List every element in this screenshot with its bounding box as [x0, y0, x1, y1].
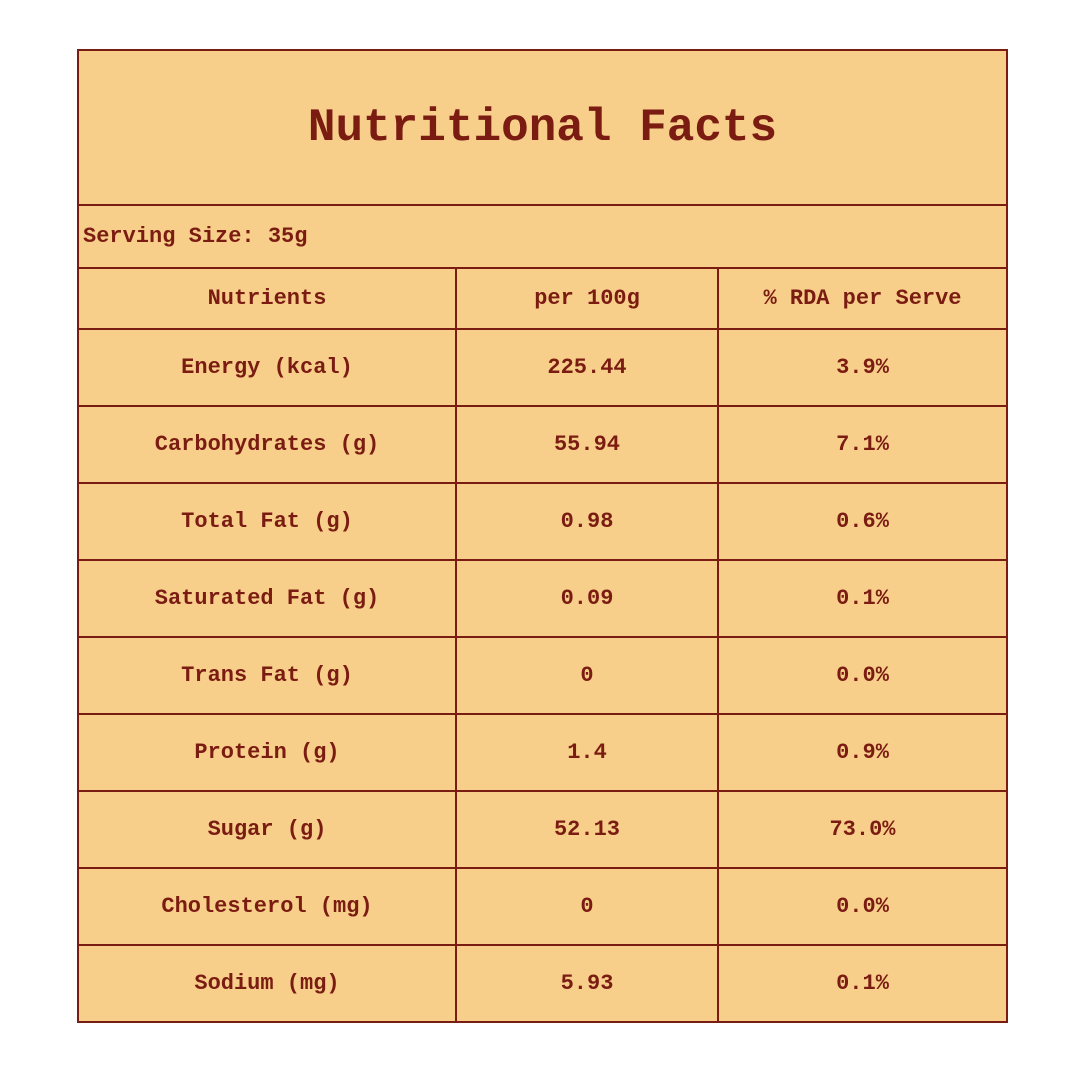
- table-cell: 55.94: [455, 405, 719, 484]
- table-cell: Carbohydrates (g): [77, 405, 457, 484]
- table-cell: 0.98: [455, 482, 719, 561]
- table-cell: Saturated Fat (g): [77, 559, 457, 638]
- table-cell: Total Fat (g): [77, 482, 457, 561]
- nutrient-row: Sodium (mg) 5.93 0.1%: [77, 944, 1008, 1023]
- nutrient-row: Total Fat (g) 0.98 0.6%: [77, 482, 1008, 561]
- table-cell: 0: [455, 636, 719, 715]
- table-cell: Cholesterol (mg): [77, 867, 457, 946]
- nutrient-row: Protein (g) 1.4 0.9%: [77, 713, 1008, 792]
- table-cell: Protein (g): [77, 713, 457, 792]
- nutrition-table: Nutritional Facts Serving Size: 35g Nutr…: [77, 49, 1008, 1023]
- table-title: Nutritional Facts: [77, 49, 1008, 206]
- nutrient-row: Saturated Fat (g) 0.09 0.1%: [77, 559, 1008, 638]
- table-cell: 52.13: [455, 790, 719, 869]
- table-cell: Energy (kcal): [77, 328, 457, 407]
- table-cell: 5.93: [455, 944, 719, 1023]
- nutrient-row: Cholesterol (mg) 0 0.0%: [77, 867, 1008, 946]
- header-cell: per 100g: [455, 267, 719, 330]
- table-cell: 0.6%: [717, 482, 1008, 561]
- nutrient-row: Carbohydrates (g) 55.94 7.1%: [77, 405, 1008, 484]
- table-cell: 0.1%: [717, 559, 1008, 638]
- header-row: Nutrients per 100g% RDA per Serve: [77, 267, 1008, 330]
- table-cell: 0.1%: [717, 944, 1008, 1023]
- table-cell: 73.0%: [717, 790, 1008, 869]
- header-cell: % RDA per Serve: [717, 267, 1008, 330]
- table-cell: 0.0%: [717, 867, 1008, 946]
- table-cell: Sugar (g): [77, 790, 457, 869]
- nutrient-row: Trans Fat (g) 0 0.0%: [77, 636, 1008, 715]
- nutrient-row: Sugar (g) 52.13 73.0%: [77, 790, 1008, 869]
- table-cell: 0.09: [455, 559, 719, 638]
- header-cell: Nutrients: [77, 267, 457, 330]
- nutrient-row: Energy (kcal) 225.44 3.9%: [77, 328, 1008, 407]
- serving-size: Serving Size: 35g: [77, 204, 1008, 269]
- table-cell: 225.44: [455, 328, 719, 407]
- table-cell: 1.4: [455, 713, 719, 792]
- table-cell: 7.1%: [717, 405, 1008, 484]
- table-cell: Trans Fat (g): [77, 636, 457, 715]
- table-cell: Sodium (mg): [77, 944, 457, 1023]
- table-cell: 3.9%: [717, 328, 1008, 407]
- table-cell: 0.9%: [717, 713, 1008, 792]
- table-cell: 0: [455, 867, 719, 946]
- table-cell: 0.0%: [717, 636, 1008, 715]
